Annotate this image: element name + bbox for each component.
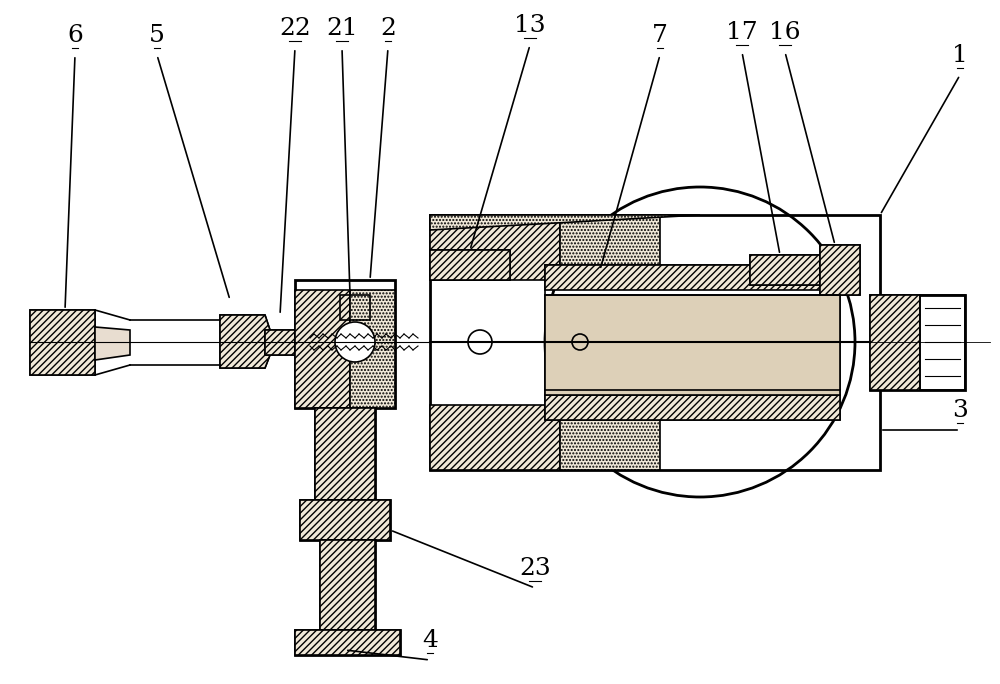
Polygon shape	[430, 405, 560, 470]
Text: 16: 16	[769, 21, 801, 44]
Bar	[545, 295, 840, 395]
Polygon shape	[220, 315, 270, 368]
Polygon shape	[95, 327, 130, 360]
Bar	[30, 310, 95, 375]
Polygon shape	[430, 250, 510, 280]
Text: 1: 1	[952, 44, 968, 67]
Text: 2: 2	[380, 17, 396, 40]
Polygon shape	[265, 330, 295, 355]
Polygon shape	[560, 215, 660, 280]
Polygon shape	[295, 630, 400, 655]
Polygon shape	[820, 245, 860, 295]
Text: 4: 4	[422, 629, 438, 652]
Polygon shape	[545, 265, 840, 290]
Polygon shape	[350, 290, 395, 408]
Polygon shape	[430, 215, 700, 230]
Text: 22: 22	[279, 17, 311, 40]
Circle shape	[335, 322, 375, 362]
Text: 21: 21	[326, 17, 358, 40]
Text: 23: 23	[519, 557, 551, 580]
Polygon shape	[300, 500, 390, 540]
Text: 6: 6	[67, 24, 83, 47]
Polygon shape	[430, 215, 560, 280]
Text: 13: 13	[514, 14, 546, 37]
Polygon shape	[315, 408, 375, 500]
Polygon shape	[295, 290, 350, 408]
Text: 17: 17	[726, 21, 758, 44]
Text: 7: 7	[652, 24, 668, 47]
Polygon shape	[545, 395, 840, 420]
Text: 3: 3	[952, 399, 968, 422]
Text: 5: 5	[149, 24, 165, 47]
Polygon shape	[870, 295, 920, 390]
Polygon shape	[750, 255, 820, 285]
Polygon shape	[320, 540, 375, 630]
Polygon shape	[560, 405, 660, 470]
